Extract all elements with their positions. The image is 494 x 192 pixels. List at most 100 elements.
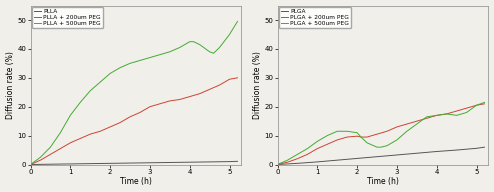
PLLA + 200um PEG	[28, 163, 34, 166]
PLLA + 500um PEG	[235, 20, 241, 23]
PLGA + 200um PEG	[394, 126, 400, 128]
Y-axis label: Diffusion rate (%): Diffusion rate (%)	[252, 51, 261, 119]
PLGA + 500um PEG	[354, 132, 360, 134]
PLLA + 200um PEG	[227, 78, 233, 80]
PLGA + 500um PEG	[434, 114, 440, 117]
PLGA	[334, 159, 340, 161]
PLLA + 500um PEG	[38, 156, 43, 158]
PLGA + 200um PEG	[374, 133, 380, 135]
PLGA + 500um PEG	[378, 146, 384, 148]
PLLA + 500um PEG	[67, 114, 73, 117]
PLLA + 500um PEG	[210, 52, 216, 54]
PLLA + 500um PEG	[191, 41, 197, 43]
PLGA + 500um PEG	[275, 163, 281, 166]
PLLA + 200um PEG	[177, 98, 183, 101]
PLGA + 200um PEG	[424, 117, 430, 119]
PLGA + 500um PEG	[444, 113, 450, 115]
PLLA + 500um PEG	[107, 72, 113, 75]
Line: PLLA + 200um PEG: PLLA + 200um PEG	[31, 78, 238, 165]
Y-axis label: Diffusion rate (%): Diffusion rate (%)	[5, 51, 14, 119]
PLLA + 500um PEG	[77, 101, 83, 103]
PLLA + 500um PEG	[197, 43, 203, 46]
PLGA + 500um PEG	[474, 104, 480, 106]
PLGA	[354, 157, 360, 160]
PLLA + 200um PEG	[157, 103, 163, 105]
PLGA + 500um PEG	[463, 111, 469, 114]
PLGA + 200um PEG	[334, 139, 340, 141]
PLGA	[294, 162, 300, 165]
PLLA	[167, 161, 173, 164]
PLGA + 200um PEG	[474, 104, 480, 106]
PLLA + 500um PEG	[47, 146, 53, 148]
PLGA + 500um PEG	[404, 130, 410, 132]
PLGA + 200um PEG	[482, 103, 488, 105]
PLGA	[474, 147, 480, 149]
Line: PLGA + 200um PEG: PLGA + 200um PEG	[278, 104, 485, 165]
PLLA + 500um PEG	[57, 132, 63, 134]
PLGA	[453, 149, 459, 151]
PLLA + 200um PEG	[127, 116, 133, 118]
PLLA + 500um PEG	[147, 56, 153, 59]
X-axis label: Time (h): Time (h)	[367, 177, 399, 186]
Line: PLLA: PLLA	[31, 161, 238, 165]
PLLA + 200um PEG	[206, 88, 212, 90]
PLLA + 200um PEG	[197, 93, 203, 95]
Legend: PLLA, PLLA + 200um PEG, PLLA + 500um PEG: PLLA, PLLA + 200um PEG, PLLA + 500um PEG	[32, 7, 103, 28]
PLGA + 200um PEG	[444, 113, 450, 115]
PLLA + 500um PEG	[227, 33, 233, 36]
PLGA + 500um PEG	[374, 146, 380, 148]
PLLA	[87, 162, 93, 165]
PLGA + 500um PEG	[285, 159, 290, 161]
PLLA + 200um PEG	[147, 106, 153, 108]
PLLA + 500um PEG	[167, 51, 173, 53]
PLLA	[206, 161, 212, 163]
PLGA + 500um PEG	[394, 139, 400, 141]
PLLA	[147, 162, 153, 164]
PLGA + 200um PEG	[364, 136, 370, 138]
PLLA + 500um PEG	[157, 54, 163, 56]
PLGA + 500um PEG	[304, 147, 310, 150]
PLGA + 500um PEG	[453, 114, 459, 117]
PLGA + 500um PEG	[424, 116, 430, 118]
PLLA	[235, 160, 241, 162]
PLGA + 200um PEG	[314, 147, 320, 150]
Line: PLGA + 500um PEG: PLGA + 500um PEG	[278, 102, 485, 165]
PLLA + 200um PEG	[77, 137, 83, 140]
PLGA	[314, 161, 320, 163]
PLGA + 200um PEG	[384, 130, 390, 132]
PLGA + 200um PEG	[344, 136, 350, 138]
Line: PLGA: PLGA	[278, 147, 485, 165]
PLLA	[187, 161, 193, 163]
PLGA + 500um PEG	[344, 130, 350, 132]
PLGA	[414, 152, 420, 154]
PLGA + 200um PEG	[294, 158, 300, 160]
Legend: PLGA, PLGA + 200um PEG, PLGA + 500um PEG: PLGA, PLGA + 200um PEG, PLGA + 500um PEG	[279, 7, 351, 28]
PLLA	[28, 163, 34, 166]
PLLA + 500um PEG	[187, 41, 193, 43]
PLGA	[275, 163, 281, 166]
PLLA	[107, 162, 113, 165]
PLGA + 500um PEG	[294, 153, 300, 156]
PLLA + 200um PEG	[216, 84, 222, 86]
PLLA + 200um PEG	[187, 95, 193, 98]
PLLA + 200um PEG	[137, 111, 143, 114]
PLLA + 200um PEG	[97, 130, 103, 132]
PLGA + 200um PEG	[275, 163, 281, 166]
PLGA + 200um PEG	[354, 135, 360, 137]
PLGA + 200um PEG	[324, 143, 330, 145]
PLGA + 200um PEG	[453, 110, 459, 112]
PLGA + 500um PEG	[384, 145, 390, 147]
PLGA + 200um PEG	[414, 120, 420, 122]
PLGA	[374, 156, 380, 158]
PLLA + 500um PEG	[97, 81, 103, 83]
PLLA + 200um PEG	[107, 126, 113, 128]
PLLA + 200um PEG	[47, 153, 53, 156]
PLLA + 200um PEG	[87, 133, 93, 135]
PLLA + 200um PEG	[167, 100, 173, 102]
PLLA + 500um PEG	[127, 62, 133, 65]
PLLA + 500um PEG	[117, 67, 123, 69]
PLLA + 200um PEG	[57, 147, 63, 150]
PLLA	[227, 161, 233, 163]
PLLA	[67, 163, 73, 165]
PLGA + 200um PEG	[304, 153, 310, 156]
